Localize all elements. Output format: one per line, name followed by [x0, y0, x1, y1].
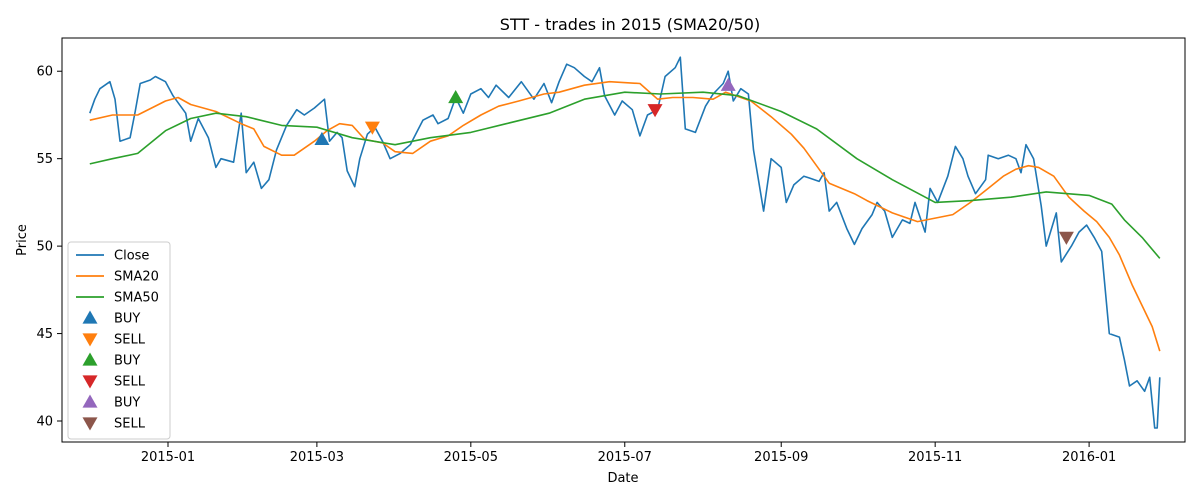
y-tick-label: 55	[36, 152, 53, 167]
legend-swatch	[82, 310, 98, 324]
y-tick-label: 50	[36, 240, 53, 255]
y-tick-label: 60	[36, 65, 53, 80]
legend-swatch	[82, 394, 98, 408]
legend-swatch	[82, 417, 98, 431]
y-tick-label: 40	[36, 415, 53, 430]
plot-frame	[61, 37, 1186, 443]
legend-label: SELL	[114, 375, 146, 390]
y-tick-label: 45	[36, 327, 53, 342]
x-tick-label: 2015-01	[141, 450, 195, 465]
legend-label: SELL	[114, 417, 146, 432]
legend-label: SELL	[114, 333, 146, 348]
buy-marker	[314, 131, 330, 146]
sell-marker	[647, 104, 663, 118]
buy-marker	[720, 77, 736, 91]
sma50-line	[89, 91, 1161, 259]
x-axis-label: Date	[607, 471, 638, 486]
y-axis: 40 45 50 55 60	[36, 65, 62, 430]
x-axis: 2015-01 2015-03 2015-05 2015-07 2015-09 2015-…	[141, 442, 1116, 465]
x-tick-label: 2015-07	[598, 450, 652, 465]
legend-swatch	[82, 352, 98, 366]
legend-label: SMA20	[114, 270, 159, 285]
legend-label: SMA50	[114, 291, 159, 306]
x-tick-label: 2015-05	[444, 450, 498, 465]
plot-content	[89, 56, 1161, 429]
legend: Close SMA20 SMA50 BUY SELL BUY SELL BUY SELL	[67, 241, 171, 440]
y-axis-label: Price	[15, 224, 30, 256]
legend-label: BUY	[114, 354, 140, 369]
chart-title: STT - trades in 2015 (SMA20/50)	[500, 15, 760, 34]
legend-box	[67, 241, 171, 440]
close-line	[89, 56, 1161, 429]
x-tick-label: 2015-09	[754, 450, 808, 465]
legend-label: BUY	[114, 312, 140, 327]
legend-label: Close	[114, 249, 149, 264]
sma20-line	[89, 80, 1161, 352]
x-tick-label: 2016-01	[1062, 450, 1116, 465]
sell-marker	[364, 121, 380, 135]
legend-swatch	[82, 375, 98, 389]
x-tick-label: 2015-11	[908, 450, 962, 465]
legend-label: BUY	[114, 396, 140, 411]
x-tick-label: 2015-03	[290, 450, 344, 465]
legend-swatch	[82, 333, 98, 347]
sell-marker	[1058, 231, 1074, 245]
buy-marker	[448, 89, 464, 104]
